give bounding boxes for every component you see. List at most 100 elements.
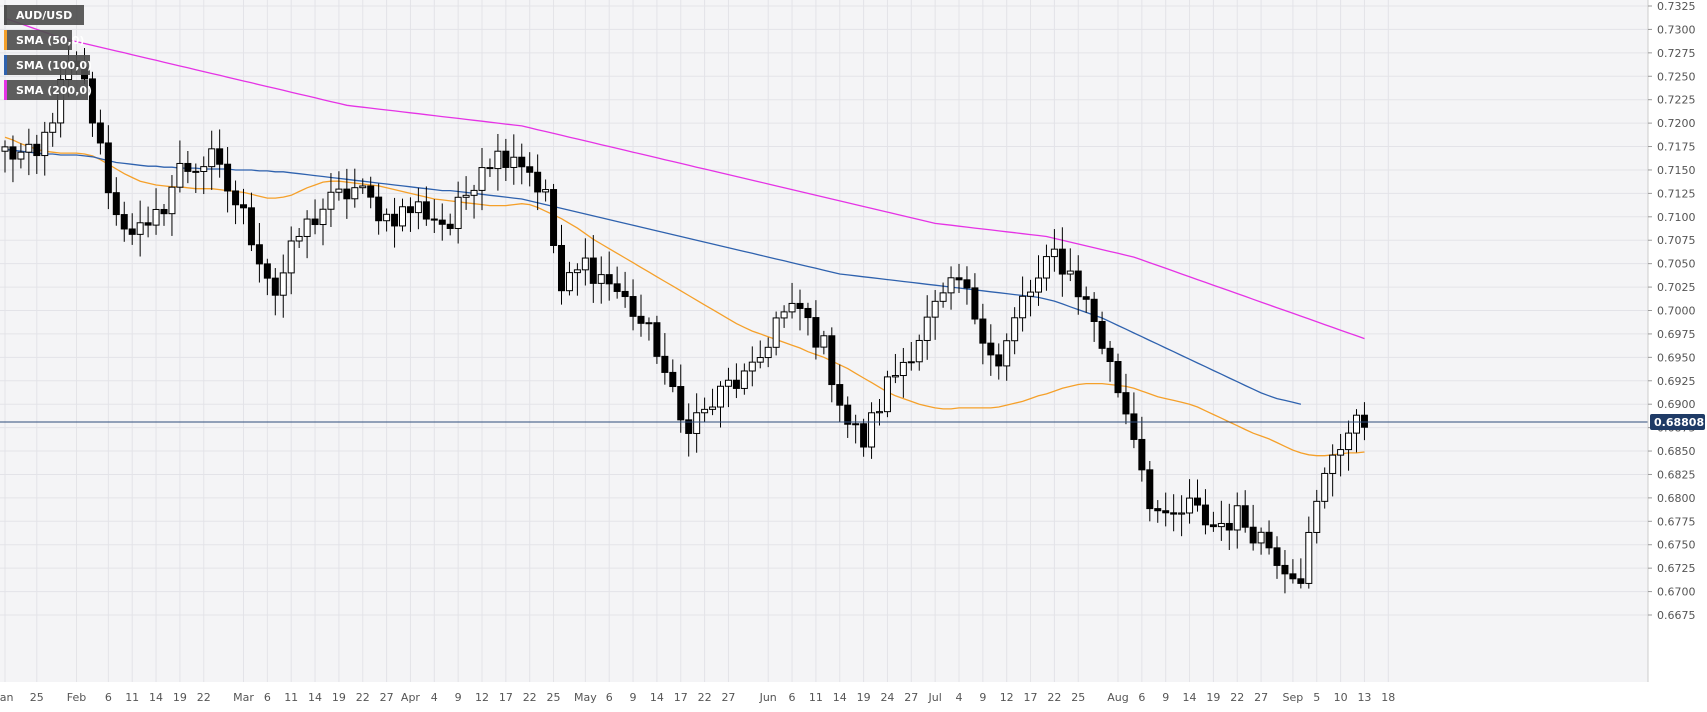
candle-body-up — [581, 257, 589, 271]
candle-body-down — [621, 290, 629, 298]
candle — [573, 263, 581, 296]
candle-body-down — [1201, 504, 1209, 526]
candle — [1082, 286, 1090, 313]
candle-body-down — [1289, 573, 1297, 580]
candle-body-up — [868, 412, 876, 448]
candle — [1265, 520, 1273, 555]
candle-body-up — [200, 166, 208, 172]
candle-body-down — [1114, 361, 1122, 394]
candle — [422, 186, 430, 226]
x-tick-label: 19 — [173, 691, 187, 704]
candle-body-down — [1273, 547, 1281, 566]
candle — [1106, 340, 1114, 382]
candle — [987, 324, 995, 376]
candle-body-down — [422, 201, 430, 220]
x-tick-label: 6 — [264, 691, 271, 704]
candle — [844, 396, 852, 438]
candle — [17, 143, 25, 169]
y-tick-label: 0.7200 — [1657, 117, 1696, 130]
x-tick-label: 14 — [149, 691, 163, 704]
candle — [661, 333, 669, 385]
candle — [891, 353, 899, 384]
candle — [1130, 392, 1138, 449]
candle-body-down — [1154, 508, 1162, 512]
candle — [876, 399, 883, 426]
candle-body-down — [144, 222, 152, 226]
candle-body-down — [255, 244, 263, 265]
candle — [510, 134, 518, 185]
x-tick-label: Jan — [0, 691, 14, 704]
legend-box — [4, 80, 88, 100]
x-tick-label: 22 — [1047, 691, 1061, 704]
candle — [1257, 527, 1265, 555]
x-tick-label: 5 — [1313, 691, 1320, 704]
candle — [41, 121, 49, 176]
y-tick-label: 0.6800 — [1657, 492, 1696, 505]
candle-body-up — [1042, 256, 1050, 279]
candle-body-up — [1027, 291, 1035, 297]
candle-body-up — [359, 185, 367, 189]
candle-body-down — [812, 317, 820, 348]
y-tick-label: 0.7100 — [1657, 211, 1696, 224]
candle-body-up — [41, 131, 49, 157]
candle-body-down — [836, 384, 844, 406]
x-tick-label: 11 — [125, 691, 139, 704]
candle — [462, 176, 470, 210]
candle — [271, 268, 279, 316]
candle-body-up — [1178, 512, 1186, 515]
candle-body-up — [383, 213, 391, 222]
legend: AUD/USD SMA (50,0) SMA (100,0) SMA (200,0) — [4, 5, 92, 100]
candle-body-up — [327, 191, 335, 210]
candle-body-down — [804, 307, 812, 319]
x-tick-label: 22 — [356, 691, 370, 704]
candle — [1273, 536, 1281, 579]
x-tick-label: 6 — [606, 691, 613, 704]
candle — [255, 223, 263, 283]
candle-body-down — [550, 189, 558, 246]
candle — [613, 266, 621, 299]
candle-body-up — [136, 222, 144, 235]
candle — [160, 203, 168, 226]
candle — [1066, 248, 1074, 282]
candle — [693, 393, 701, 453]
candle-body-down — [828, 335, 836, 386]
candle — [1011, 307, 1019, 355]
candle-body-up — [891, 375, 899, 378]
x-axis-background — [0, 682, 1648, 712]
candle-body-down — [844, 404, 852, 425]
candle — [128, 213, 136, 245]
candle — [478, 147, 486, 211]
candle-body-down — [963, 279, 971, 289]
y-tick-label: 0.7250 — [1657, 70, 1696, 83]
candle — [764, 337, 772, 368]
candle-body-down — [1241, 505, 1249, 528]
legend-label: SMA (200,0) — [16, 84, 92, 97]
candle-body-down — [375, 196, 383, 222]
candle — [828, 327, 836, 403]
candle-body-down — [502, 150, 510, 168]
candle-body-down — [184, 162, 192, 172]
sma-lines — [4, 17, 1365, 457]
candle — [534, 154, 542, 211]
x-tick-label: 9 — [455, 691, 462, 704]
candle — [224, 146, 232, 213]
y-tick-label: 0.7075 — [1657, 234, 1696, 247]
candle-body-down — [311, 218, 319, 226]
candle-body-down — [247, 207, 255, 246]
candle-body-up — [915, 339, 923, 363]
candle — [391, 197, 399, 248]
grid — [0, 0, 1648, 682]
candle-body-down — [971, 287, 979, 320]
candle-body-down — [661, 355, 669, 373]
candle-body-down — [1194, 497, 1201, 506]
candle-body-up — [1003, 340, 1011, 367]
candle — [565, 261, 573, 296]
candle — [88, 71, 96, 137]
candle-body-down — [1265, 531, 1273, 549]
candle — [995, 343, 1003, 380]
candle — [1035, 255, 1042, 306]
candle — [724, 367, 732, 408]
candle — [868, 402, 876, 459]
candle — [406, 197, 414, 232]
